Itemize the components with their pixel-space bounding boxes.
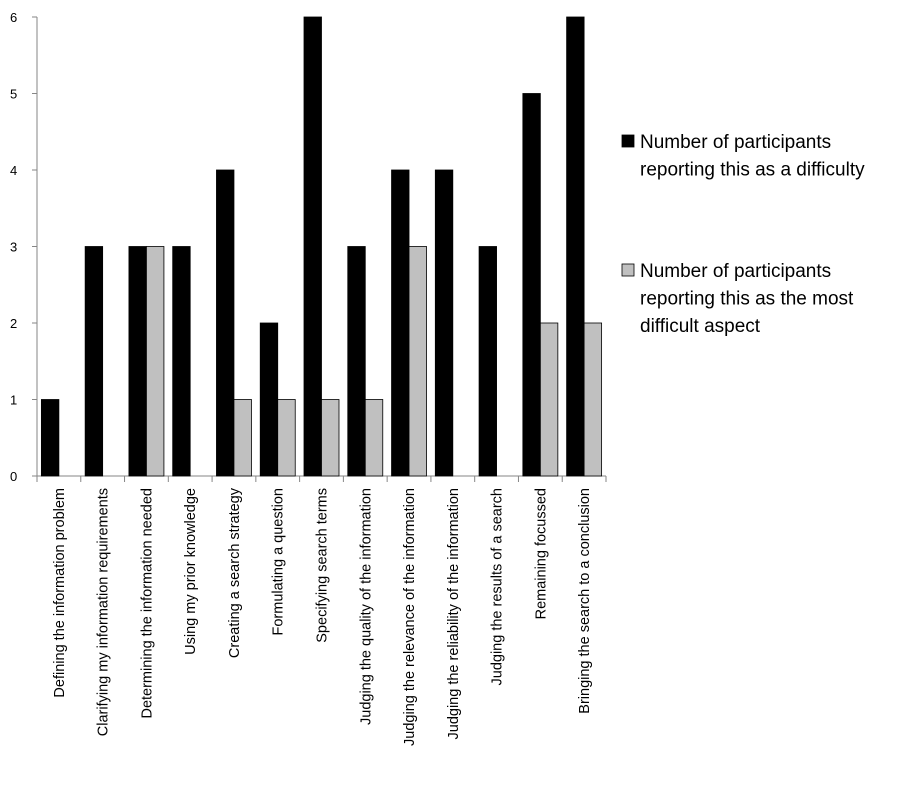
y-tick-label: 6 bbox=[10, 10, 17, 25]
x-category-label: Clarifying my information requirements bbox=[96, 488, 112, 736]
bar-most-difficult bbox=[364, 399, 384, 477]
x-axis bbox=[36, 475, 607, 482]
x-category-label: Remaining focussed bbox=[533, 488, 549, 619]
bar-most-difficult bbox=[408, 246, 427, 477]
bar-difficulty bbox=[478, 246, 497, 477]
bar-difficulty bbox=[391, 169, 410, 477]
y-axis: 0 1 2 3 4 5 6 bbox=[10, 10, 38, 484]
bar-difficulty bbox=[303, 16, 322, 477]
legend-swatch-difficulty bbox=[621, 134, 635, 148]
x-category-label: Formulating a question bbox=[271, 488, 287, 636]
legend-label-most-difficult: Number of participants reporting this as … bbox=[640, 261, 854, 337]
bar-most-difficult bbox=[146, 246, 165, 477]
y-tick-label: 1 bbox=[10, 393, 17, 408]
bar-most-difficult bbox=[539, 322, 559, 477]
x-category-label: Judging the results of a search bbox=[490, 488, 506, 685]
x-axis-labels: Defining the information problem Clarifyi… bbox=[52, 487, 593, 746]
bar-difficulty bbox=[259, 322, 279, 477]
bar-most-difficult bbox=[321, 399, 340, 477]
bar-difficulty bbox=[347, 246, 366, 477]
x-category-label: Specifying search terms bbox=[315, 488, 331, 643]
bar-difficulty bbox=[40, 399, 60, 477]
bars bbox=[40, 16, 603, 477]
x-category-label: Judging the reliability of the informati… bbox=[446, 488, 462, 739]
x-category-label: Creating a search strategy bbox=[227, 487, 243, 658]
y-tick-label: 5 bbox=[10, 87, 17, 102]
bar-difficulty bbox=[128, 246, 147, 477]
x-category-label: Judging the quality of the information bbox=[358, 488, 374, 725]
bar-most-difficult bbox=[583, 322, 603, 477]
bar-difficulty bbox=[216, 169, 235, 477]
x-category-label: Judging the relevance of the information bbox=[402, 488, 418, 746]
bar-difficulty bbox=[566, 16, 585, 477]
y-tick-label: 0 bbox=[10, 469, 17, 484]
bar-difficulty bbox=[84, 246, 104, 477]
x-category-label: Using my prior knowledge bbox=[183, 488, 199, 655]
legend-swatch-most-difficult bbox=[621, 263, 635, 277]
x-category-label: Determining the information needed bbox=[139, 488, 155, 719]
bar-difficulty bbox=[434, 169, 454, 477]
x-category-label: Bringing the search to a conclusion bbox=[577, 488, 593, 714]
legend-label-difficulty: Number of participants reporting this as … bbox=[640, 132, 865, 181]
x-category-label: Defining the information problem bbox=[52, 488, 68, 698]
y-tick-label: 2 bbox=[10, 316, 17, 331]
bar-most-difficult bbox=[233, 399, 252, 477]
bar-difficulty bbox=[172, 246, 191, 477]
y-tick-label: 3 bbox=[10, 240, 17, 255]
bar-difficulty bbox=[522, 93, 541, 477]
y-tick-label: 4 bbox=[10, 163, 17, 178]
bar-most-difficult bbox=[277, 399, 296, 477]
legend: Number of participants reporting this as … bbox=[621, 132, 865, 337]
